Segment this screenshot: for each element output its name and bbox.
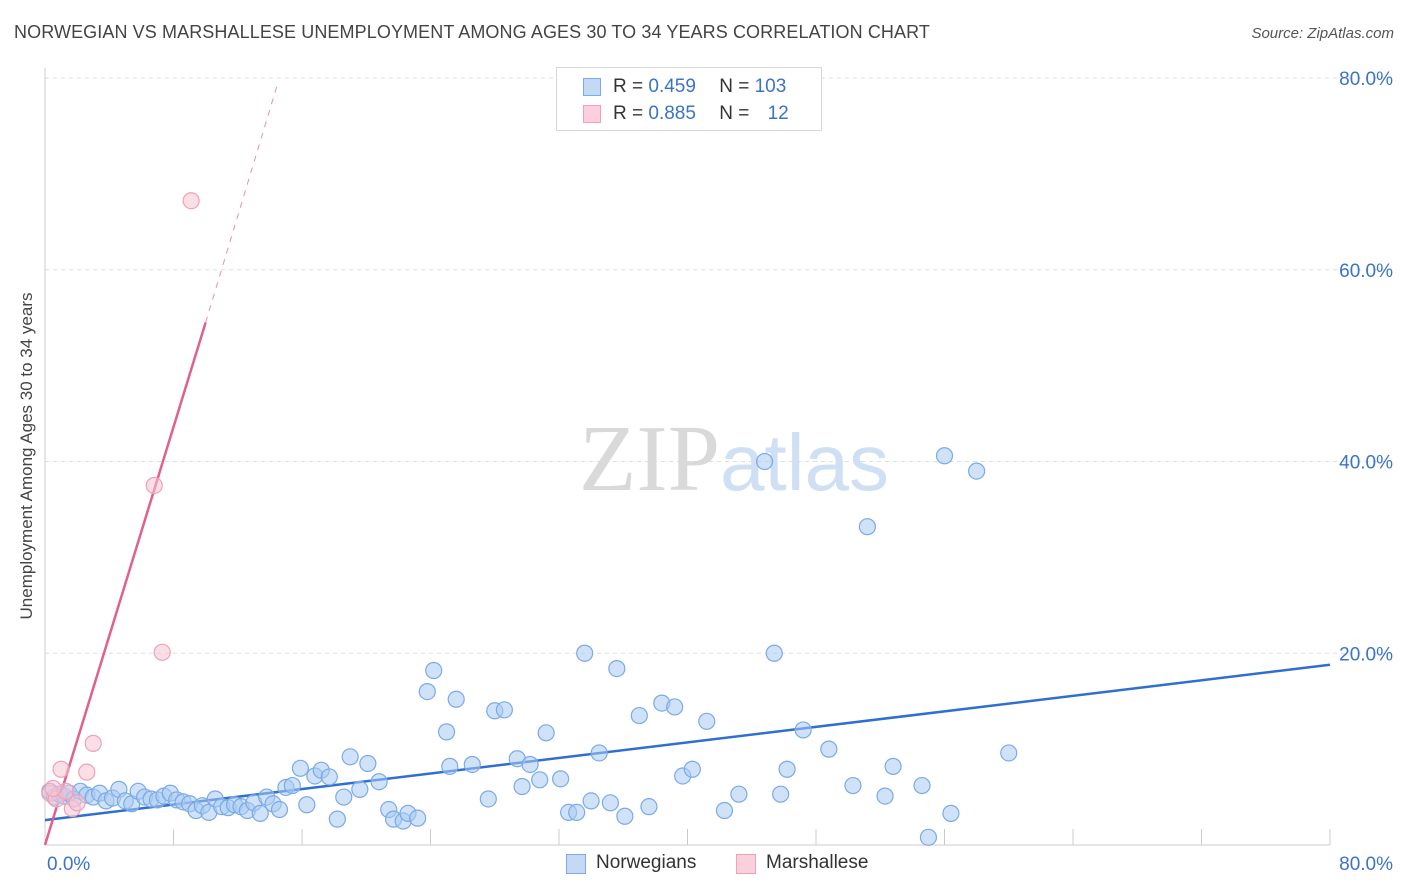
norwegians-legend-label: Norwegians bbox=[596, 852, 697, 873]
point-norwegians bbox=[666, 698, 684, 716]
point-norwegians bbox=[537, 724, 555, 742]
point-norwegians bbox=[409, 809, 427, 827]
point-marshallese bbox=[52, 760, 70, 778]
point-norwegians bbox=[531, 771, 549, 789]
norwegians-r-label: R = bbox=[613, 76, 649, 97]
point-norwegians bbox=[1000, 744, 1018, 762]
point-norwegians bbox=[698, 712, 716, 730]
point-norwegians bbox=[590, 744, 608, 762]
point-norwegians bbox=[251, 804, 269, 822]
point-norwegians bbox=[298, 796, 316, 814]
point-norwegians bbox=[335, 788, 353, 806]
stats-legend: R = 0.459 N = 103 R = 0.885 N = 12 bbox=[556, 67, 822, 131]
point-norwegians bbox=[640, 798, 658, 816]
point-norwegians bbox=[942, 804, 960, 822]
point-norwegians bbox=[370, 773, 388, 791]
trendline-marshallese bbox=[43, 322, 207, 846]
chart-title: NORWEGIAN VS MARSHALLESE UNEMPLOYMENT AM… bbox=[14, 22, 931, 42]
point-norwegians bbox=[935, 447, 954, 465]
point-norwegians bbox=[755, 452, 774, 471]
point-norwegians bbox=[630, 706, 648, 725]
point-norwegians bbox=[844, 776, 862, 795]
point-norwegians bbox=[919, 828, 938, 846]
x-tick-label: 0.0% bbox=[47, 854, 90, 875]
point-marshallese bbox=[153, 643, 171, 661]
point-norwegians bbox=[437, 723, 456, 741]
point-norwegians bbox=[328, 810, 346, 828]
point-norwegians bbox=[765, 644, 783, 662]
norwegians-r-value: 0.459 bbox=[648, 76, 696, 97]
point-norwegians bbox=[341, 748, 359, 766]
x-tick-label: 80.0% bbox=[1339, 854, 1393, 875]
y-tick-label: 80.0% bbox=[1339, 69, 1393, 90]
marshallese-legend-label: Marshallese bbox=[766, 852, 869, 873]
norwegians-legend-swatch bbox=[566, 854, 586, 874]
point-norwegians bbox=[463, 755, 481, 774]
point-norwegians bbox=[794, 721, 812, 739]
point-norwegians bbox=[552, 770, 570, 788]
point-norwegians bbox=[441, 757, 459, 775]
point-marshallese bbox=[145, 476, 163, 495]
point-marshallese bbox=[44, 779, 62, 798]
point-norwegians bbox=[568, 803, 586, 822]
marshallese-r-label: R = bbox=[613, 103, 649, 124]
point-norwegians bbox=[351, 780, 369, 798]
point-norwegians bbox=[479, 790, 497, 808]
legend-row-marshallese: R = 0.885 N = 12 bbox=[557, 101, 821, 127]
point-norwegians bbox=[715, 801, 734, 820]
norwegians-swatch bbox=[583, 78, 601, 96]
marshallese-swatch bbox=[583, 105, 601, 123]
gridlines bbox=[45, 77, 1390, 654]
watermark-atlas: atlas bbox=[720, 418, 889, 507]
point-norwegians bbox=[521, 755, 539, 774]
tick-labels: 20.0% 40.0% 60.0% 80.0% 0.0% 80.0% bbox=[47, 69, 1393, 875]
chart-source: Source: ZipAtlas.com bbox=[1251, 25, 1394, 42]
legend-row-norwegians: R = 0.459 N = 103 bbox=[557, 74, 821, 100]
point-norwegians bbox=[582, 792, 600, 810]
y-tick-label: 60.0% bbox=[1339, 261, 1393, 282]
trendline-dashed-marshallese bbox=[205, 82, 279, 323]
marshallese-legend-swatch bbox=[736, 854, 756, 874]
point-norwegians bbox=[576, 644, 594, 662]
point-norwegians bbox=[730, 785, 748, 803]
point-marshallese bbox=[182, 192, 200, 210]
point-marshallese bbox=[78, 763, 96, 781]
point-marshallese bbox=[68, 794, 86, 812]
point-norwegians bbox=[425, 661, 443, 680]
point-norwegians bbox=[778, 760, 796, 778]
marshallese-n-value: 12 bbox=[767, 103, 789, 124]
point-norwegians bbox=[601, 794, 620, 812]
point-norwegians bbox=[884, 757, 902, 775]
point-norwegians bbox=[968, 462, 986, 480]
point-marshallese bbox=[84, 734, 102, 752]
data-points bbox=[41, 192, 1018, 846]
point-norwegians bbox=[291, 759, 309, 777]
point-norwegians bbox=[495, 701, 513, 719]
point-norwegians bbox=[320, 768, 338, 786]
norwegians-n-label: N = bbox=[719, 76, 755, 97]
y-tick-label: 20.0% bbox=[1339, 644, 1393, 665]
point-norwegians bbox=[820, 740, 838, 758]
point-norwegians bbox=[270, 800, 289, 819]
y-tick-label: 40.0% bbox=[1339, 453, 1393, 474]
marshallese-n-label: N = bbox=[719, 103, 755, 124]
point-norwegians bbox=[283, 776, 301, 795]
point-norwegians bbox=[418, 682, 436, 701]
point-norwegians bbox=[683, 760, 701, 778]
point-norwegians bbox=[858, 518, 877, 536]
point-norwegians bbox=[359, 754, 377, 773]
point-norwegians bbox=[513, 777, 531, 796]
point-norwegians bbox=[616, 807, 634, 825]
point-norwegians bbox=[913, 776, 931, 795]
point-norwegians bbox=[447, 690, 465, 708]
axes bbox=[44, 68, 1331, 846]
watermark-zip: ZIP bbox=[579, 407, 720, 511]
norwegians-n-value: 103 bbox=[754, 76, 787, 97]
marshallese-r-value: 0.885 bbox=[648, 103, 696, 124]
point-norwegians bbox=[772, 785, 790, 803]
point-norwegians bbox=[876, 787, 894, 805]
point-norwegians bbox=[608, 659, 626, 678]
